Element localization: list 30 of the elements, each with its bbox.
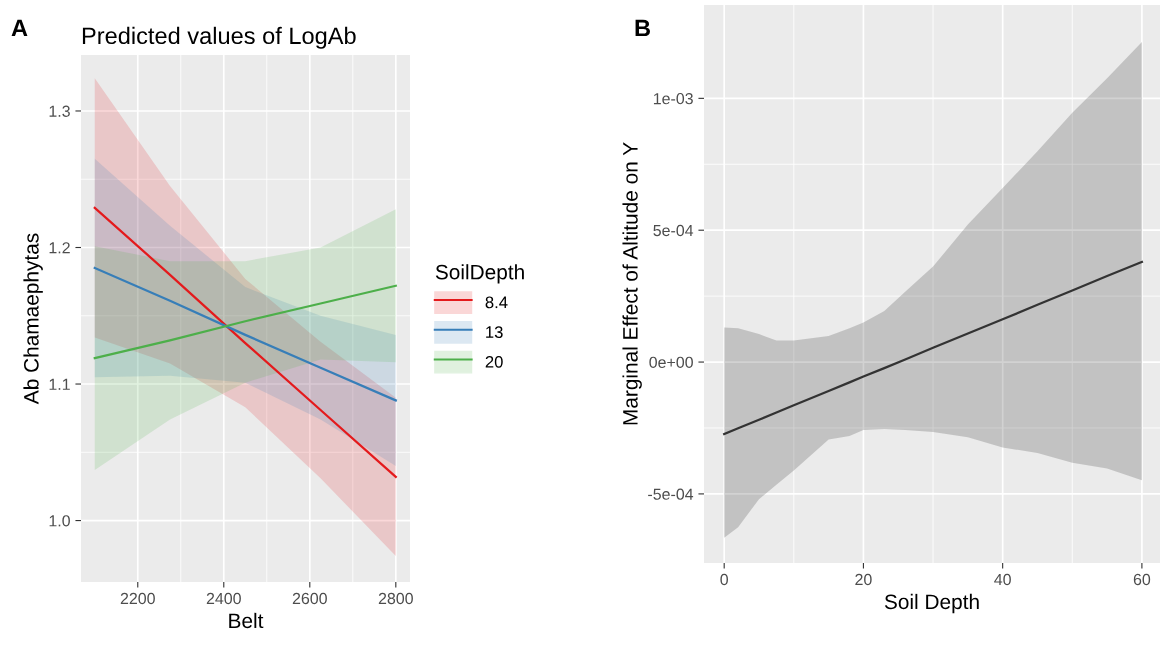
x-tick-label: 2200 [120, 592, 155, 605]
x-tick-label: 60 [1133, 573, 1151, 586]
legend-label: 20 [485, 355, 503, 368]
x-tick-label: 2400 [206, 592, 241, 605]
legend-label: 8.4 [485, 296, 508, 309]
x-tick-label: 40 [994, 573, 1011, 586]
y-tick-label: 1.2 [49, 242, 70, 254]
y-tick-label: 0e+00 [649, 356, 693, 368]
y-tick-label: 1e-03 [653, 92, 693, 105]
chart-title: Predicted values of LogAb [82, 26, 356, 49]
line-series [723, 260, 1144, 436]
x-tick-label: 2800 [378, 592, 413, 605]
x-axis-title: Belt [229, 612, 264, 629]
line-series [93, 284, 397, 360]
legend-title: SoilDepth [435, 264, 524, 284]
text: B [635, 19, 650, 37]
y-tick-label: -5e-04 [648, 488, 694, 500]
y-tick-label: 1.3 [49, 105, 70, 117]
x-tick-label: 0 [720, 573, 729, 586]
y-tick-label: 5e-04 [653, 224, 694, 237]
legend-label: 13 [486, 326, 503, 338]
x-tick-label: 2600 [292, 592, 327, 605]
y-tick-label: 1.1 [49, 378, 70, 390]
y-tick-label: 1.0 [49, 515, 70, 527]
y-axis-title: Ab Chamaephytas [23, 233, 43, 405]
text: A [11, 19, 28, 37]
x-axis-title: Soil Depth [884, 593, 979, 614]
x-tick-label: 20 [855, 573, 872, 586]
y-axis-title: Marginal Effect of Altitude on Y [622, 142, 642, 425]
line-series [93, 266, 397, 402]
